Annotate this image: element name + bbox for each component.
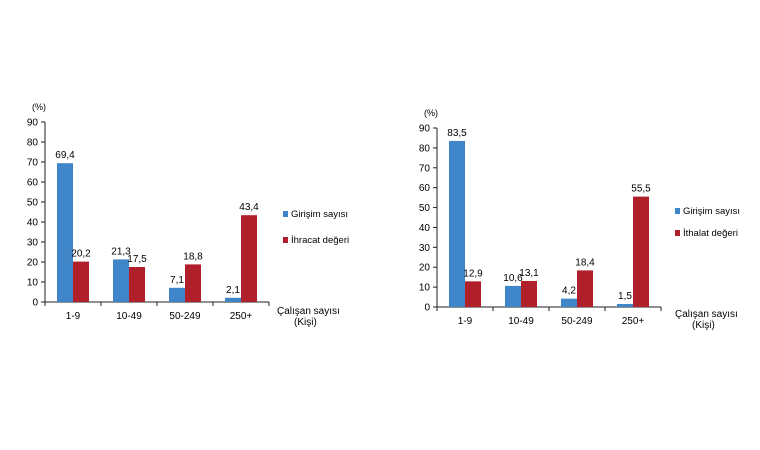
y-tick-label: 50 xyxy=(27,198,39,209)
bar-trade-value xyxy=(73,261,89,302)
y-tick-label: 30 xyxy=(419,243,431,254)
bar-value-label: 43,4 xyxy=(239,202,259,213)
y-tick-label: 10 xyxy=(419,283,431,294)
bar-value-label: 18,4 xyxy=(575,257,595,268)
x-tick-label: 10-49 xyxy=(116,311,142,322)
legend-label: Girişim sayısı xyxy=(683,206,740,217)
y-tick-label: 70 xyxy=(27,158,39,169)
legend-label: İhracat değeri xyxy=(291,235,349,246)
bar-value-label: 55,5 xyxy=(631,184,651,195)
legend-swatch xyxy=(283,237,288,243)
bar-enterprise-count xyxy=(169,287,185,302)
x-tick-label: 50-249 xyxy=(561,316,593,327)
bar-value-label: 83,5 xyxy=(447,128,467,139)
y-tick-label: 60 xyxy=(419,183,431,194)
y-tick-label: 20 xyxy=(419,263,431,274)
bar-value-label: 7,1 xyxy=(170,275,184,286)
x-axis-title: Çalışan sayısı xyxy=(277,306,340,317)
x-axis-title: Çalışan sayısı xyxy=(675,309,738,320)
x-tick-label: 1-9 xyxy=(66,311,81,322)
chart-1: (%) 0 10 20 30 40 50 60 70 80 90 69,4 20,2 1-9 21,317,… xyxy=(27,102,349,328)
y-tick-label: 20 xyxy=(27,258,39,269)
bar-enterprise-count xyxy=(617,304,633,307)
bar-trade-value xyxy=(465,281,481,307)
x-tick-label: 50-249 xyxy=(169,311,201,322)
legend-label: İthalat değeri xyxy=(683,228,738,239)
x-tick-label: 1-9 xyxy=(458,316,473,327)
bar-value-label: 13,1 xyxy=(519,268,539,279)
bar-enterprise-count xyxy=(449,140,465,307)
bar-enterprise-count xyxy=(57,163,73,302)
bar-value-label: 12,9 xyxy=(463,268,483,279)
legend-label: Girişim sayısı xyxy=(291,209,348,220)
y-tick-label: 80 xyxy=(27,138,39,149)
y-tick-label: 30 xyxy=(27,238,39,249)
y-tick-label: 80 xyxy=(419,143,431,154)
y-tick-label: 60 xyxy=(27,178,39,189)
y-tick-label: 70 xyxy=(419,163,431,174)
bar-enterprise-count xyxy=(561,298,577,307)
bar-trade-value xyxy=(185,264,201,302)
y-tick-label: 40 xyxy=(419,223,431,234)
x-axis-title-unit: (Kişi) xyxy=(692,320,715,331)
bar-value-label: 2,1 xyxy=(226,285,240,296)
x-tick-label: 10-49 xyxy=(508,316,534,327)
bar-value-label: 4,2 xyxy=(562,286,576,297)
y-tick-label: 10 xyxy=(27,278,39,289)
bar-value-label: 18,8 xyxy=(183,251,203,262)
bar-value-label: 17,5 xyxy=(127,254,147,265)
y-tick-label: 50 xyxy=(419,203,431,214)
x-tick-label: 250+ xyxy=(230,311,253,322)
y-tick-label: 40 xyxy=(27,218,39,229)
legend-swatch xyxy=(675,230,680,236)
y-unit-label: (%) xyxy=(32,102,46,112)
bar-trade-value xyxy=(577,270,593,307)
y-unit-label: (%) xyxy=(424,108,438,118)
y-tick-label: 0 xyxy=(32,298,38,309)
y-tick-label: 0 xyxy=(424,303,430,314)
x-tick-label: 250+ xyxy=(622,316,645,327)
bar-enterprise-count xyxy=(505,285,521,307)
bar-trade-value xyxy=(129,267,145,302)
bar-trade-value xyxy=(241,215,257,302)
bar-value-label: 1,5 xyxy=(618,291,632,302)
bar-value-label: 21,3 xyxy=(111,246,131,257)
y-tick-label: 90 xyxy=(419,124,431,135)
bar-enterprise-count xyxy=(225,297,241,302)
x-axis-title-unit: (Kişi) xyxy=(294,317,317,328)
y-tick-label: 90 xyxy=(27,118,39,129)
bar-value-label: 10,6 xyxy=(503,273,523,284)
legend-swatch xyxy=(675,208,680,214)
bar-enterprise-count xyxy=(113,259,129,302)
bar-trade-value xyxy=(521,280,537,307)
bar-trade-value xyxy=(633,196,649,307)
bar-value-label: 20,2 xyxy=(71,249,91,260)
chart-2: (%) 0 10 20 30 40 50 60 70 80 90 83,5 12,9 1-9 10,613,… xyxy=(419,108,740,331)
legend-swatch xyxy=(283,211,288,217)
bar-value-label: 69,4 xyxy=(55,150,75,161)
